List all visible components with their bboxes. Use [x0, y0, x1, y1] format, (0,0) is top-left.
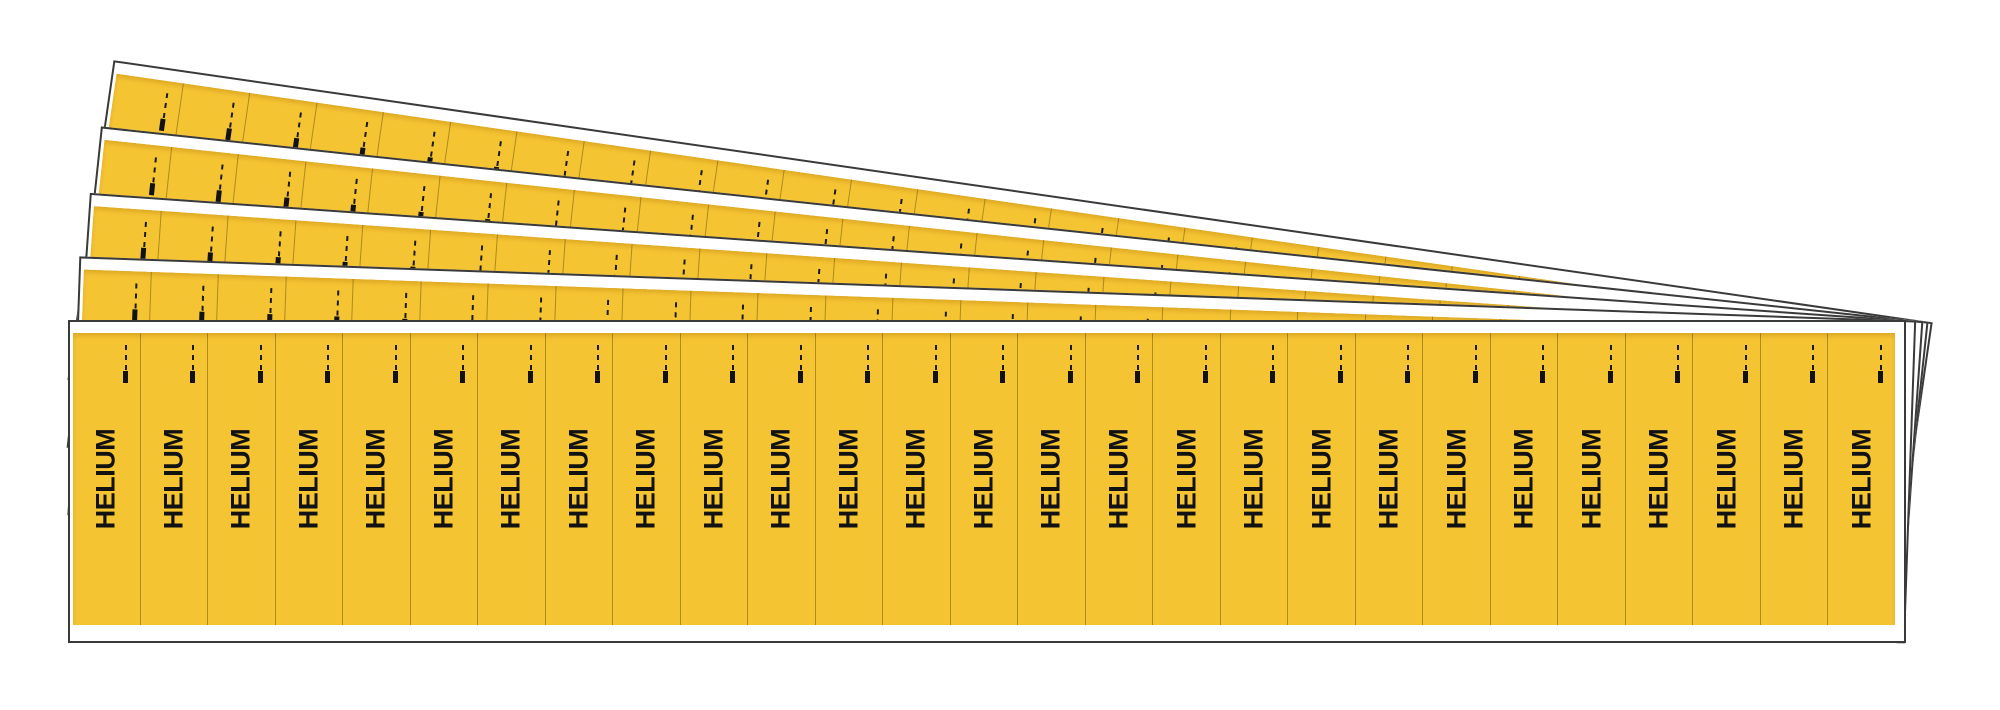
pipe-marker-text: HELIUM — [765, 428, 796, 530]
die-cut-tick-icon — [1135, 345, 1141, 383]
pipe-marker-text: HELIUM — [1778, 428, 1809, 530]
label-column: HELIUM — [1356, 333, 1424, 625]
label-column: HELIUM — [816, 333, 884, 625]
pipe-marker-text: HELIUM — [360, 428, 391, 530]
label-column: HELIUM — [1761, 333, 1829, 625]
die-cut-tick-icon — [1000, 345, 1006, 383]
die-cut-tick-icon — [1202, 345, 1208, 383]
die-cut-tick-icon — [1877, 345, 1883, 383]
die-cut-tick-icon — [595, 345, 601, 383]
die-cut-tick-icon — [1472, 345, 1478, 383]
pipe-marker-text: HELIUM — [90, 428, 121, 530]
die-cut-tick-icon — [1337, 345, 1343, 383]
die-cut-tick-icon — [1405, 345, 1411, 383]
label-column: HELIUM — [1626, 333, 1694, 625]
pipe-marker-text: HELIUM — [158, 428, 189, 530]
pipe-marker-text: HELIUM — [1035, 428, 1066, 530]
label-strip: HELIUM HELIUM HELIUM HELIUM HELIUM HELIUM HELI… — [73, 333, 1895, 625]
pipe-marker-text: HELIUM — [968, 428, 999, 530]
label-column: HELIUM — [748, 333, 816, 625]
die-cut-tick-icon — [209, 226, 214, 265]
die-cut-tick-icon — [190, 345, 196, 383]
pipe-marker-text: HELIUM — [1238, 428, 1269, 530]
pipe-marker-text: HELIUM — [495, 428, 526, 530]
die-cut-tick-icon — [284, 171, 291, 210]
pipe-marker-text: HELIUM — [833, 428, 864, 530]
label-column: HELIUM — [1558, 333, 1626, 625]
pipe-marker-text: HELIUM — [1711, 428, 1742, 530]
die-cut-tick-icon — [122, 345, 128, 383]
label-column: HELIUM — [411, 333, 479, 625]
label-column: HELIUM — [883, 333, 951, 625]
die-cut-tick-icon — [1270, 345, 1276, 383]
label-column: HELIUM — [276, 333, 344, 625]
pipe-marker-text: HELIUM — [1508, 428, 1539, 530]
label-column: HELIUM — [1828, 333, 1895, 625]
die-cut-tick-icon — [227, 102, 235, 141]
label-column: HELIUM — [1423, 333, 1491, 625]
pipe-marker-text: HELIUM — [1103, 428, 1134, 530]
die-cut-tick-icon — [201, 285, 205, 324]
die-cut-tick-icon — [294, 112, 302, 151]
pipe-marker-text: HELIUM — [630, 428, 661, 530]
label-column: HELIUM — [546, 333, 614, 625]
die-cut-tick-icon — [160, 92, 168, 131]
die-cut-tick-icon — [1607, 345, 1613, 383]
die-cut-tick-icon — [1675, 345, 1681, 383]
die-cut-tick-icon — [325, 345, 331, 383]
label-column: HELIUM — [1221, 333, 1289, 625]
die-cut-tick-icon — [527, 345, 533, 383]
die-cut-tick-icon — [1810, 345, 1816, 383]
label-column: HELIUM — [73, 333, 141, 625]
die-cut-tick-icon — [730, 345, 736, 383]
pipe-marker-text: HELIUM — [293, 428, 324, 530]
label-column: HELIUM — [1491, 333, 1559, 625]
pipe-marker-text: HELIUM — [1373, 428, 1404, 530]
label-column: HELIUM — [1153, 333, 1221, 625]
die-cut-tick-icon — [460, 345, 466, 383]
pipe-marker-text: HELIUM — [1576, 428, 1607, 530]
die-cut-tick-icon — [257, 345, 263, 383]
pipe-marker-text: HELIUM — [1171, 428, 1201, 530]
label-column: HELIUM — [951, 333, 1019, 625]
pipe-marker-text: HELIUM — [1441, 428, 1472, 530]
label-column: HELIUM — [1288, 333, 1356, 625]
die-cut-tick-icon — [797, 345, 803, 383]
die-cut-tick-icon — [932, 345, 938, 383]
die-cut-tick-icon — [1540, 345, 1546, 383]
die-cut-tick-icon — [217, 164, 224, 203]
pipe-marker-text: HELIUM — [428, 428, 459, 530]
pipe-marker-text: HELIUM — [698, 428, 729, 530]
label-sheet: HELIUM HELIUM HELIUM HELIUM HELIUM HELIUM HELI… — [68, 320, 1906, 643]
label-column: HELIUM — [681, 333, 749, 625]
label-column: HELIUM — [141, 333, 209, 625]
label-column: HELIUM — [1018, 333, 1086, 625]
pipe-marker-text: HELIUM — [1846, 428, 1877, 530]
label-column: HELIUM — [208, 333, 276, 625]
pipe-marker-text: HELIUM — [225, 428, 256, 530]
die-cut-tick-icon — [1067, 345, 1073, 383]
pipe-marker-text: HELIUM — [1306, 428, 1337, 530]
label-column: HELIUM — [343, 333, 411, 625]
label-column: HELIUM — [1693, 333, 1761, 625]
die-cut-tick-icon — [662, 345, 668, 383]
die-cut-tick-icon — [1742, 345, 1748, 383]
pipe-marker-text: HELIUM — [1643, 428, 1674, 530]
pipe-marker-text: HELIUM — [900, 428, 931, 530]
pipe-marker-text: HELIUM — [563, 428, 594, 530]
die-cut-tick-icon — [150, 157, 157, 196]
label-column: HELIUM — [613, 333, 681, 625]
die-cut-tick-icon — [392, 345, 398, 383]
die-cut-tick-icon — [865, 345, 871, 383]
die-cut-tick-icon — [133, 283, 137, 322]
die-cut-tick-icon — [141, 221, 147, 260]
label-column: HELIUM — [1086, 333, 1154, 625]
label-column: HELIUM — [478, 333, 546, 625]
